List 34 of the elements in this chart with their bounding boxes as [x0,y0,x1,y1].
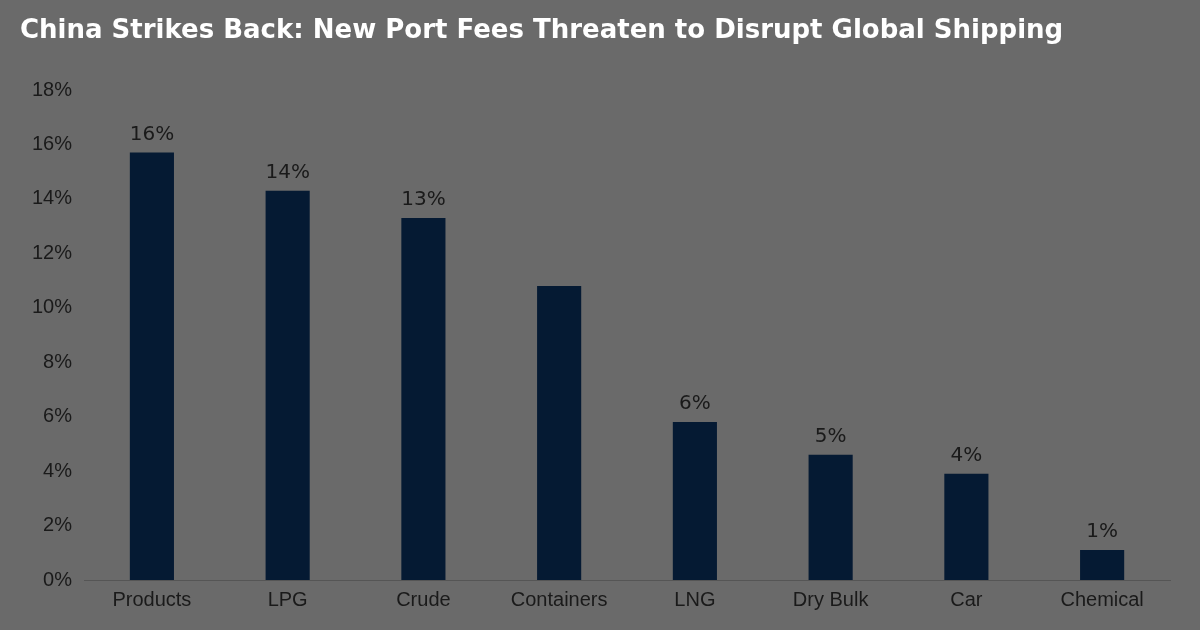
bar [265,190,310,580]
y-tick-label: 10% [32,295,73,318]
data-label: 6% [679,390,711,415]
bar [129,152,174,580]
data-label: 14% [265,158,310,183]
x-tick-label: Dry Bulk [792,587,870,610]
bar [1080,550,1125,580]
y-tick-label: 12% [32,240,73,263]
x-tick-label: Crude [396,587,451,610]
x-tick-label: Containers [510,587,608,610]
data-label: 13% [401,186,446,211]
x-tick-label: Chemical [1060,587,1144,610]
y-tick-label: 4% [43,458,73,481]
bar [944,473,989,580]
y-tick-label: 14% [32,186,73,209]
data-label: 1% [1086,518,1118,543]
y-tick-label: 6% [43,404,73,427]
chart-title: China Strikes Back: New Port Fees Threaten to Disrupt Global Shipping [19,13,1065,46]
y-tick-label: 16% [32,131,73,154]
x-tick-label: Products [112,587,192,610]
y-tick-label: 0% [43,567,73,590]
x-tick-label: LPG [267,587,308,610]
data-label: 16% [129,120,175,145]
y-tick-label: 18% [32,77,73,100]
bar [401,217,446,580]
x-tick-label: Car [950,587,983,610]
bar [672,422,717,580]
data-label: 4% [950,442,983,467]
x-tick-label: LNG [674,587,716,610]
y-tick-label: 2% [43,513,73,536]
y-tick-label: 8% [43,349,73,372]
bar [808,454,853,580]
bar [537,286,582,580]
data-label: 5% [814,422,847,447]
